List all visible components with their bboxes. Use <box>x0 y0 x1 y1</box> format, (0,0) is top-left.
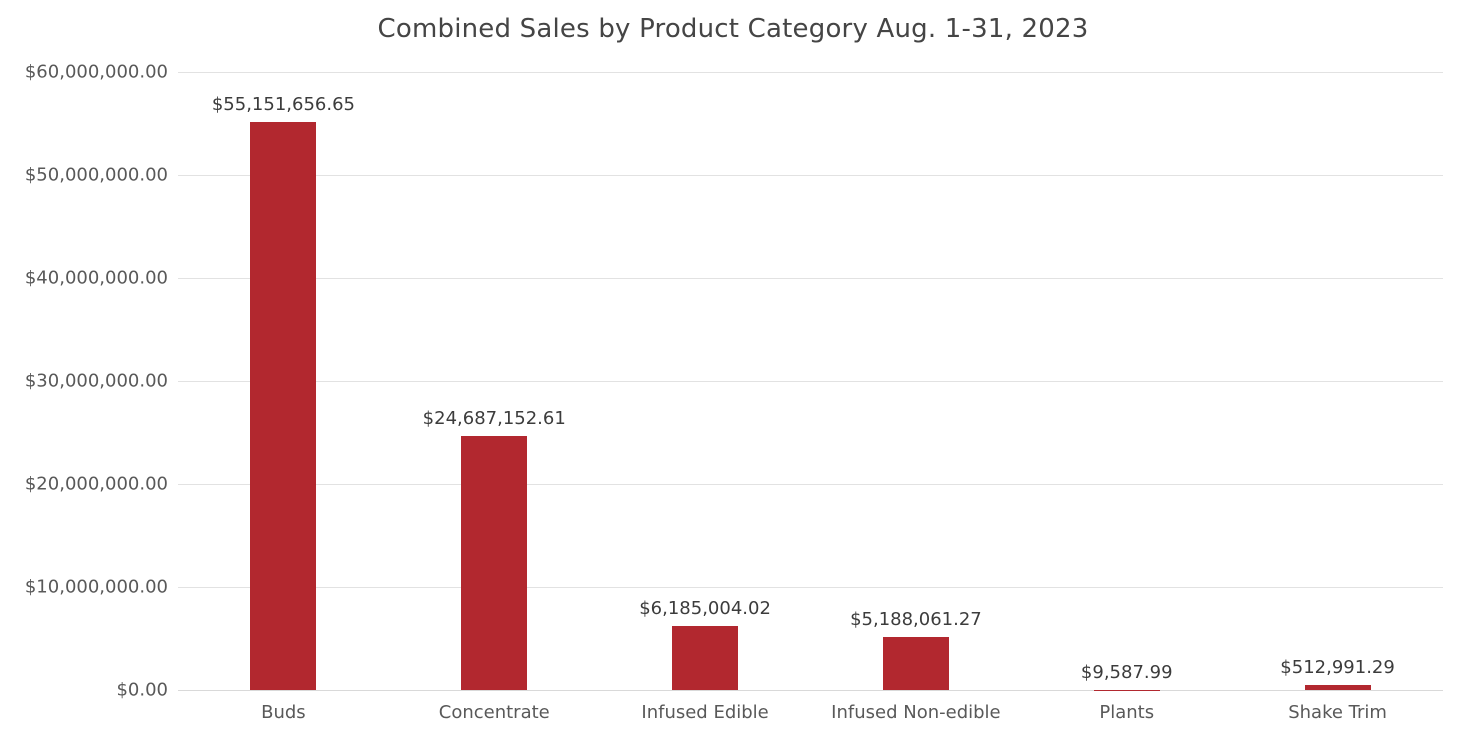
gridline <box>178 484 1443 485</box>
bar-value-label: $5,188,061.27 <box>850 608 982 630</box>
x-category-label: Buds <box>261 702 306 723</box>
bar-concentrate <box>461 435 528 690</box>
bar-value-label: $512,991.29 <box>1280 656 1395 678</box>
bar-shake-trim <box>1304 684 1371 690</box>
bar-buds <box>250 121 317 690</box>
bar-infused-edible <box>672 626 739 690</box>
bar-slot: $5,188,061.27 <box>811 72 1022 690</box>
bar-slot: $512,991.29 <box>1232 72 1443 690</box>
bar-value-label: $9,587.99 <box>1080 661 1173 683</box>
x-axis: Buds Concentrate Infused Edible Infused Non… <box>178 702 1443 732</box>
bar-value-label: $24,687,152.61 <box>422 407 566 429</box>
gridline <box>178 690 1443 691</box>
chart-title: Combined Sales by Product Category Aug. … <box>377 14 1089 44</box>
bar-infused-non-edible <box>882 636 949 690</box>
x-category-label: Shake Trim <box>1288 702 1387 723</box>
x-category-label: Infused Non-edible <box>831 702 1001 723</box>
y-axis: $0.00 $10,000,000.00 $20,000,000.00 $30,000… <box>0 62 168 701</box>
x-category-label: Infused Edible <box>641 702 769 723</box>
bar-slot: $9,587.99 <box>1021 72 1232 690</box>
y-tick-label: $40,000,000.00 <box>24 267 168 289</box>
y-tick-label: $10,000,000.00 <box>24 576 168 598</box>
plot-area: $55,151,656.65 $24,687,152.61 $6,185,004.0… <box>178 72 1443 691</box>
bar-slot: $24,687,152.61 <box>389 72 600 690</box>
y-tick-label: $50,000,000.00 <box>24 164 168 186</box>
gridline <box>178 381 1443 382</box>
gridline <box>178 72 1443 73</box>
bar-slot: $6,185,004.02 <box>600 72 811 690</box>
y-tick-label: $60,000,000.00 <box>24 61 168 83</box>
gridline <box>178 175 1443 176</box>
x-category-label: Concentrate <box>438 702 550 723</box>
y-tick-label: $30,000,000.00 <box>24 370 168 392</box>
x-category-label: Plants <box>1099 702 1155 723</box>
y-tick-label: $20,000,000.00 <box>24 473 168 495</box>
gridline <box>178 587 1443 588</box>
y-tick-label: $0.00 <box>116 679 168 701</box>
bar-slot: $55,151,656.65 <box>178 72 389 690</box>
bar-value-label: $55,151,656.65 <box>211 93 355 115</box>
gridline <box>178 278 1443 279</box>
bar-value-label: $6,185,004.02 <box>639 598 771 620</box>
